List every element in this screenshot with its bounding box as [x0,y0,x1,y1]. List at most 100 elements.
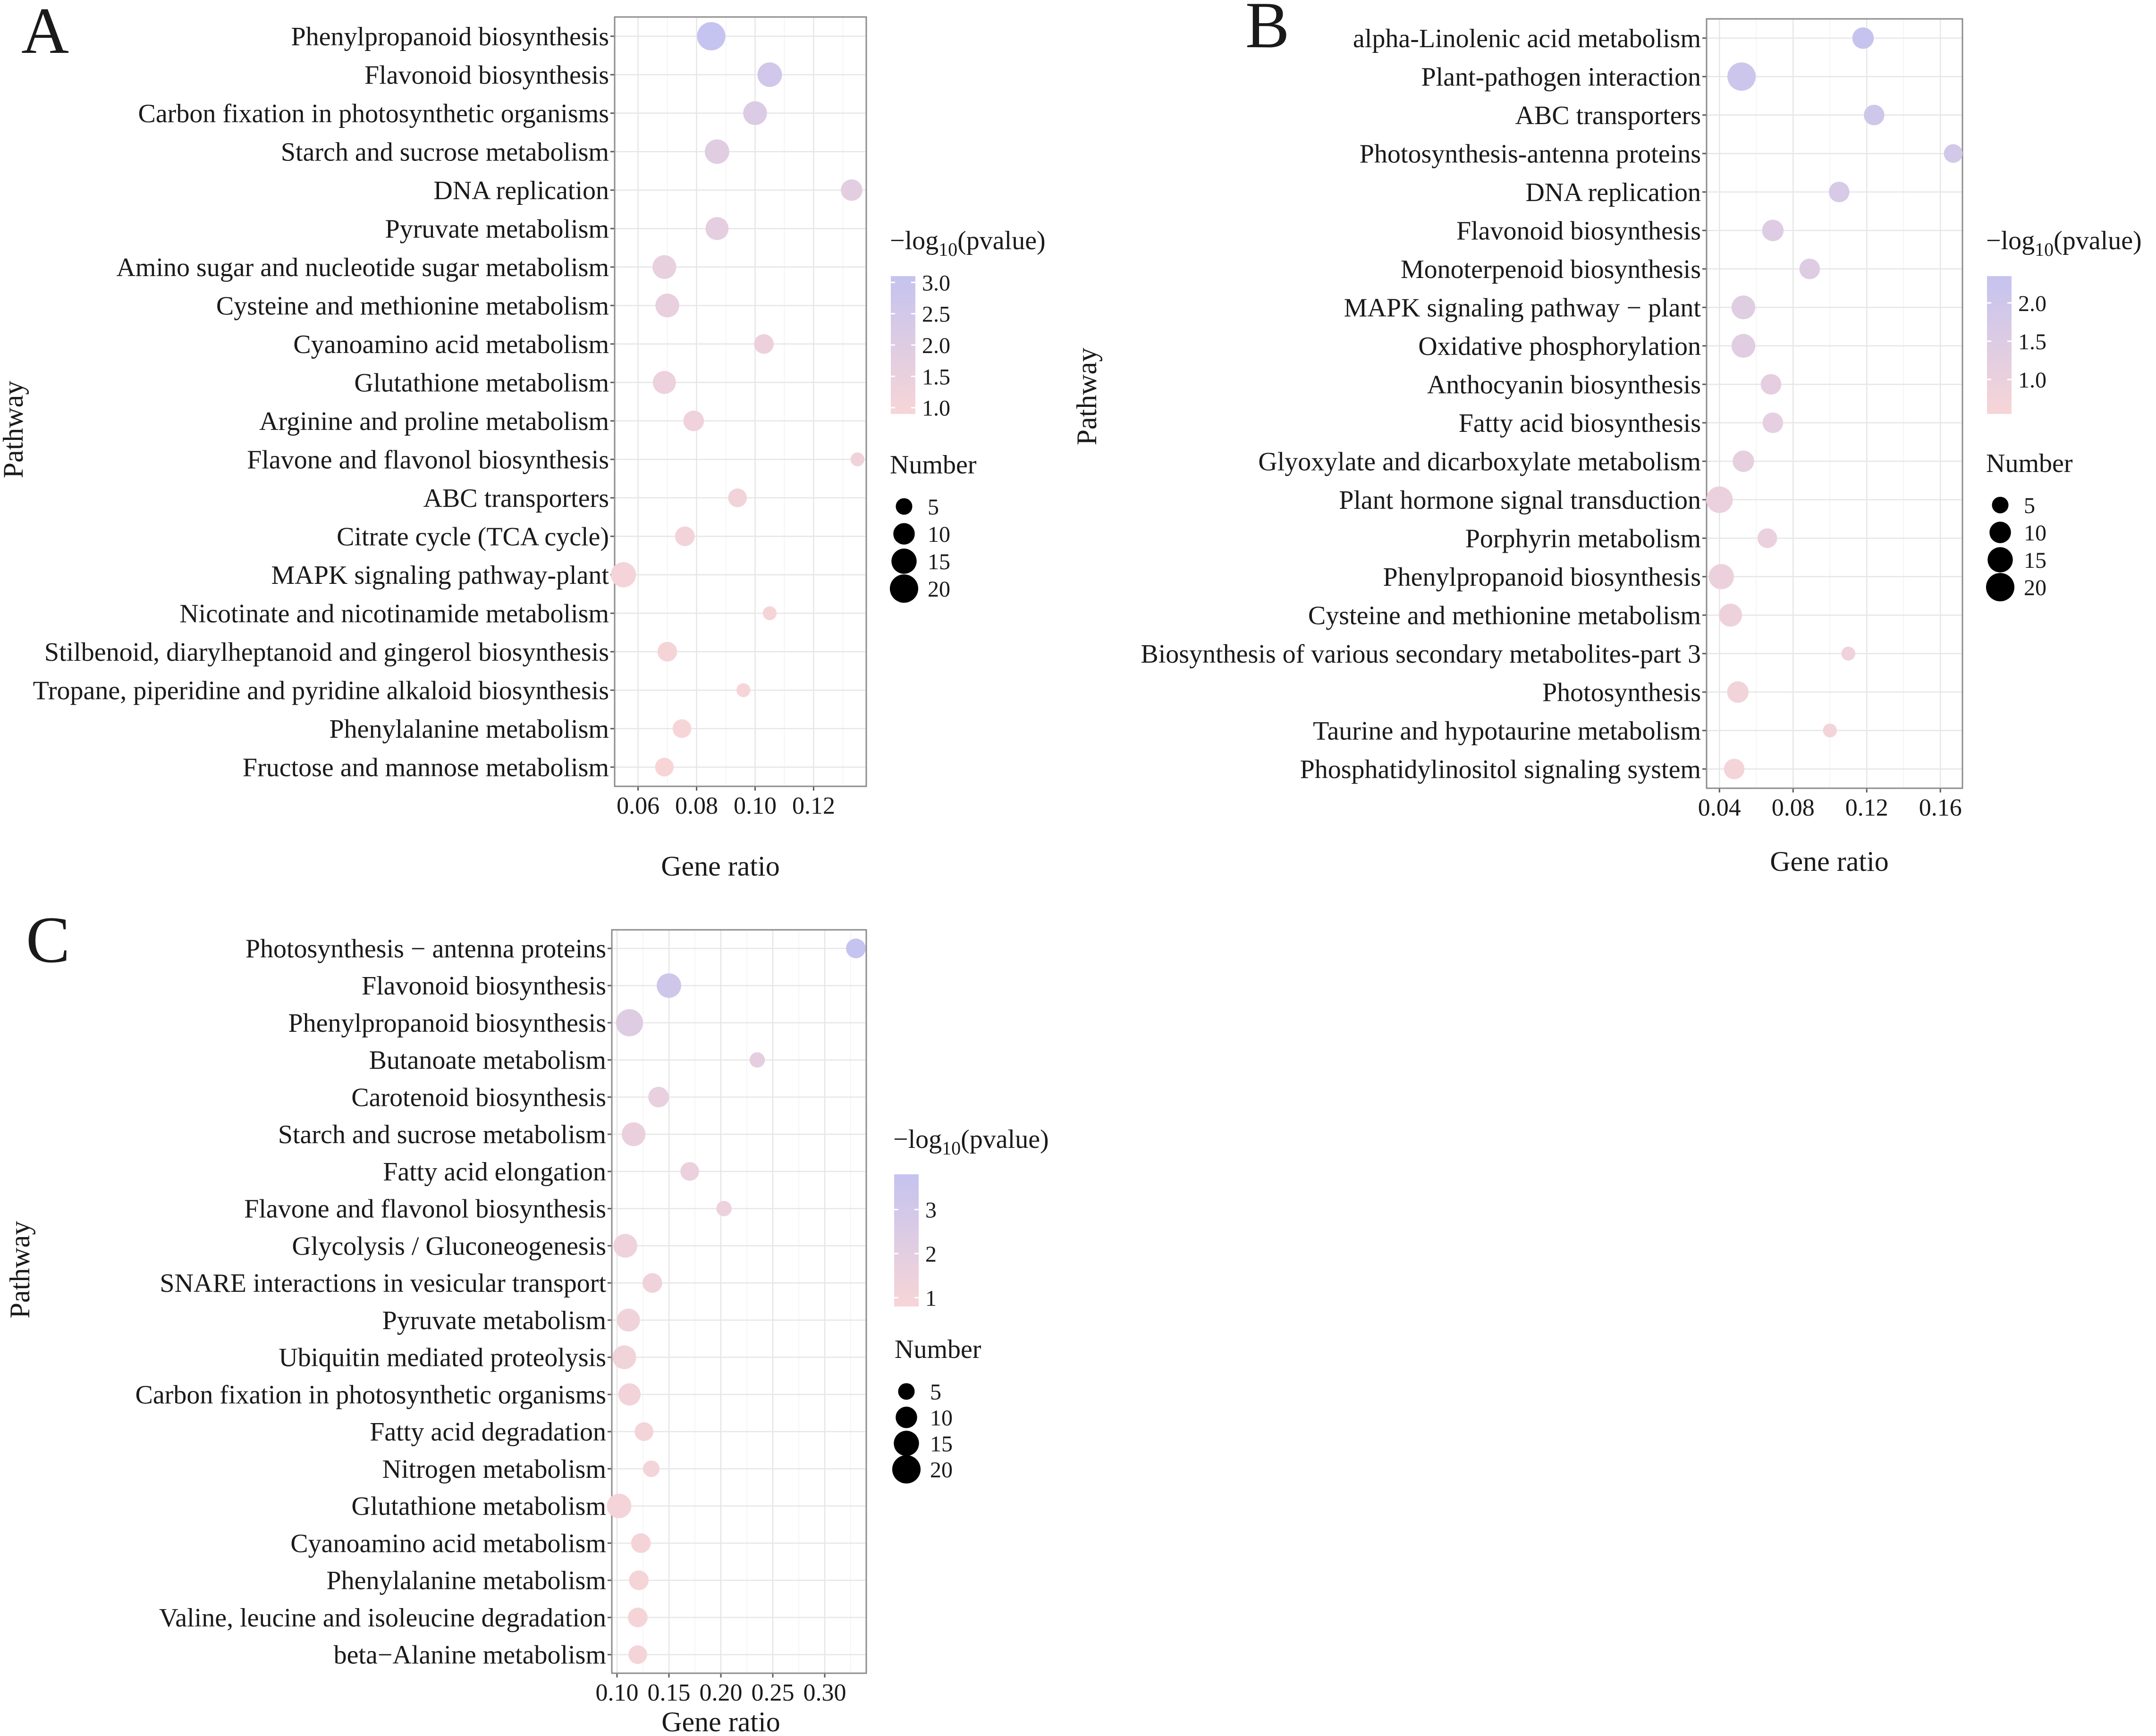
panel-c-point [657,973,681,998]
x-tick-label: 0.20 [700,1679,743,1706]
size-legend-label: 15 [928,549,950,574]
pathway-label: Phenylpropanoid biosynthesis [288,1009,606,1038]
x-tick-label: 0.10 [596,1679,639,1706]
panel-a-point [762,606,777,620]
panel-a-point [652,255,676,279]
panel-b-point [1944,144,1963,163]
size-legend-label: 10 [2024,521,2046,546]
panel-c-point [607,1493,632,1518]
color-bar-label: 1.5 [2018,329,2046,354]
panel-b-point [1799,258,1820,279]
panel-a-point [754,334,774,354]
pathway-label: Glycolysis / Gluconeogenesis [292,1231,606,1261]
color-bar-label: 2.5 [922,302,950,327]
pathway-label: Carotenoid biosynthesis [351,1083,606,1112]
panel-a-color-bar-ticks: 1.0 1.5 2.0 2.5 3.0 [891,270,950,421]
panel-c-point [643,1460,660,1477]
pathway-label: SNARE interactions in vesicular transpor… [160,1269,606,1298]
panel-c-point [629,1570,649,1590]
panel-b-x-ticks: 0.04 0.08 0.12 0.16 [1698,788,1962,821]
panel-a-point [655,758,674,777]
pathway-label: Plant hormone signal transduction [1339,486,1701,515]
pathway-label: Tropane, piperidine and pyridine alkaloi… [33,676,609,705]
panel-b-color-legend: −log10(pvalue) 1.0 1.5 2.0 [1986,226,2142,414]
pathway-label: Photosynthesis-antenna proteins [1360,139,1701,169]
panel-c-point [716,1201,732,1216]
pathway-label: Flavonoid biosynthesis [364,60,609,90]
panel-c-point [680,1162,699,1181]
pathway-label: Starch and sucrose metabolism [278,1120,606,1149]
pathway-label: Biosynthesis of various secondary metabo… [1141,640,1701,669]
panel-c-point [616,1009,643,1037]
pathway-label: DNA replication [433,176,609,205]
pathway-label: Cyanoamino acid metabolism [293,330,609,359]
panel-c-x-axis-title: Gene ratio [661,1706,780,1736]
color-legend-title-main: −log [1986,226,2035,255]
pathway-label: MAPK signaling pathway-plant [271,561,609,590]
panel-b-point [1727,681,1749,703]
panel-a-color-legend: −log10(pvalue) 1.0 1.5 2.0 2.5 3.0 [890,226,1046,421]
panel-c-point [618,1383,641,1406]
panel-b-color-bar [1987,276,2012,414]
panel-c-point [846,938,866,959]
pathway-label: Cysteine and methionine metabolism [216,291,609,320]
size-legend-dot [892,1455,921,1484]
color-legend-title-sub: 10 [942,1138,961,1159]
panel-b-point [1852,27,1874,49]
plot-border [611,929,867,1674]
panel-c-point [628,1608,648,1627]
x-tick-label: 0.10 [734,792,777,819]
x-tick-label: 0.25 [752,1679,795,1706]
panel-a-letter: A [21,0,69,67]
panel-c-point [631,1533,651,1553]
panel-b-x-axis-title: Gene ratio [1770,846,1889,877]
pathway-label: Plant-pathogen interaction [1421,62,1701,92]
panel-b-point [1762,219,1784,241]
panel-a-point [850,452,865,466]
panel-c-size-legend-title: Number [895,1335,981,1364]
color-legend-title-main: −log [890,226,938,255]
x-tick-label: 0.06 [617,792,659,819]
pathway-label: Flavone and flavonol biosynthesis [247,445,609,474]
pathway-label: Taurine and hypotaurine metabolism [1313,716,1701,746]
x-tick-label: 0.04 [1698,794,1741,821]
panel-a-point [841,179,862,201]
panel-a: A Pathway Gene ratio 0.06 0.08 0.10 0.12 Ph… [0,0,1046,882]
color-bar-label: 3 [925,1198,937,1223]
size-legend-dot [1989,522,2011,543]
pathway-label: alpha-Linolenic acid metabolism [1353,24,1701,53]
panel-b-letter: B [1245,0,1289,62]
panel-b-point [1731,295,1756,320]
pathway-label: Pyruvate metabolism [382,1306,606,1335]
panel-c: C Pathway Gene ratio 0.10 0.15 0.20 0.25 0.3… [4,903,1049,1736]
size-legend-dot [898,1383,915,1400]
pathway-label: Phenylpropanoid biosynthesis [1383,563,1701,592]
color-bar-label: 3.0 [922,270,950,295]
panel-b-point [1724,758,1745,780]
panel-a-point [705,217,729,240]
panel-a-y-axis-title: Pathway [0,381,29,479]
panel-b-point [1708,564,1734,590]
panel-c-color-legend-title: −log10(pvalue) [893,1125,1049,1159]
pathway-label: Stilbenoid, diarylheptanoid and gingerol… [44,638,609,667]
pathway-label: Glutathione metabolism [354,368,609,397]
pathway-label: Fatty acid elongation [383,1157,606,1187]
pathway-label: Nicotinate and nicotinamide metabolism [179,599,609,628]
panel-a-point [655,294,679,318]
size-legend-label: 20 [930,1458,953,1483]
panel-a-pathway-labels: Phenylpropanoid biosynthesis Flavonoid bi… [33,22,615,782]
size-legend-dot [894,1431,919,1456]
color-bar-label: 1.5 [922,364,950,389]
panel-a-point [675,526,695,547]
pathway-label: Porphyrin metabolism [1465,524,1701,553]
pathway-label: ABC transporters [423,484,609,513]
panel-b-point [1706,486,1733,513]
panel-a-size-legend-title: Number [890,450,977,480]
pathway-label: Flavonoid biosynthesis [362,971,606,1001]
panel-c-pathway-labels: Photosynthesis − antenna proteins Flavono… [135,934,612,1670]
size-legend-dot [1987,547,2013,573]
